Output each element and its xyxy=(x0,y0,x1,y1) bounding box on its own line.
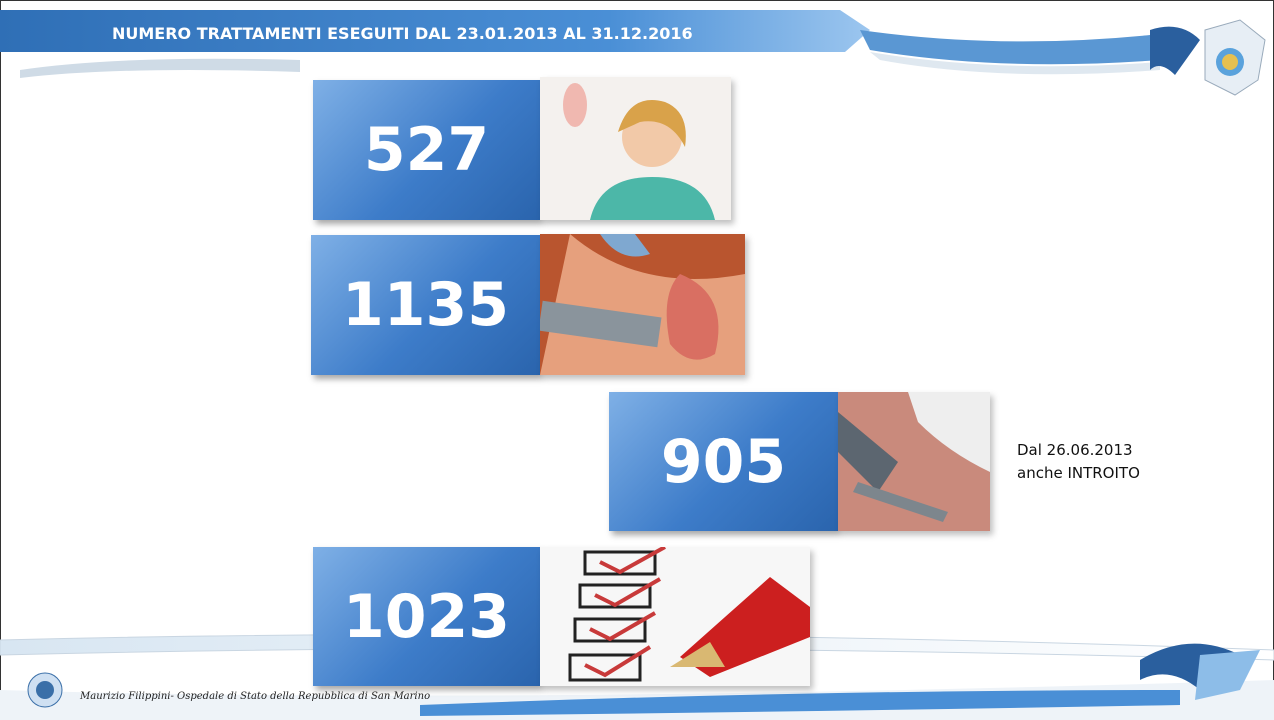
note-line: Dal 26.06.2013 xyxy=(1017,439,1140,462)
count-card: 905 xyxy=(609,392,838,531)
footer-text: Maurizio Filippini- Ospedale di Stato de… xyxy=(80,691,430,702)
count-card: 1023 xyxy=(313,547,540,686)
card-image xyxy=(540,234,745,375)
count-card: 527 xyxy=(313,80,540,220)
slide: NUMERO TRATTAMENTI ESEGUITI DAL 23.01.20… xyxy=(0,0,1274,720)
card-image xyxy=(540,77,731,220)
card-image xyxy=(540,547,810,686)
note: Dal 26.06.2013 anche INTROITO xyxy=(1017,439,1140,485)
header-title: NUMERO TRATTAMENTI ESEGUITI DAL 23.01.20… xyxy=(112,24,693,43)
count-card: 1135 xyxy=(311,235,540,375)
card-image xyxy=(838,392,990,531)
note-line: anche INTROITO xyxy=(1017,462,1140,485)
